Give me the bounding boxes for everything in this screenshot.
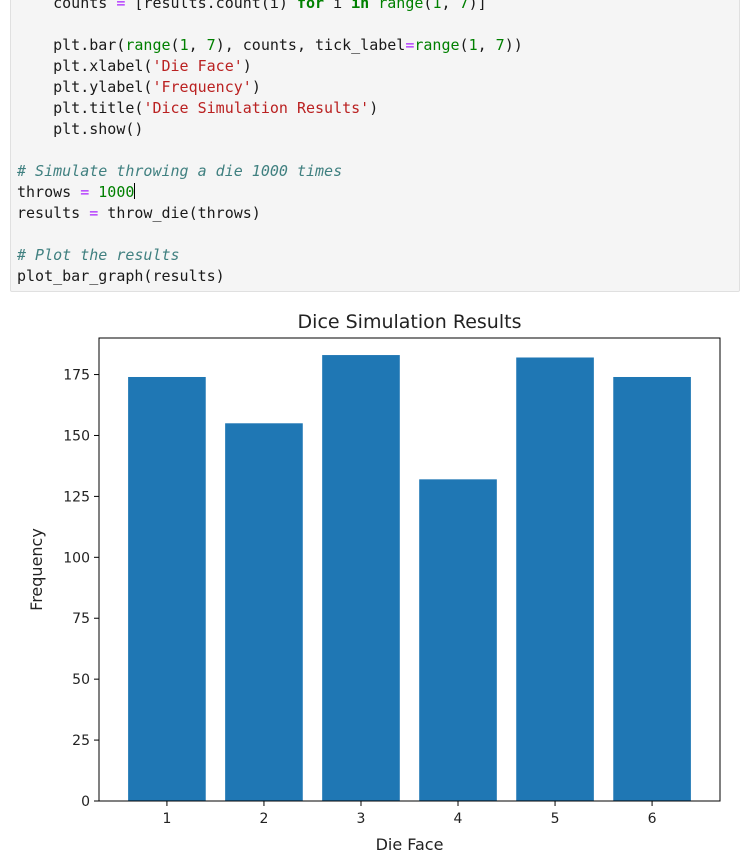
code-line xyxy=(17,224,523,245)
code-token: [results.count(i) xyxy=(125,0,297,12)
code-token: 1 xyxy=(179,36,189,54)
code-token: , xyxy=(188,36,207,54)
code-token: range xyxy=(414,36,460,54)
code-line: results = throw_die(throws) xyxy=(17,203,523,224)
y-tick-label: 150 xyxy=(63,428,90,444)
y-tick-label: 0 xyxy=(81,794,90,810)
code-line: throws = 1000 xyxy=(17,182,523,203)
code-token: ( xyxy=(170,36,180,54)
code-token: plt.bar( xyxy=(17,36,126,54)
code-token xyxy=(89,183,98,201)
code-token xyxy=(369,0,378,12)
code-token: , xyxy=(441,0,460,12)
code-line xyxy=(17,140,523,161)
code-token: = xyxy=(80,183,90,201)
x-tick-label: 1 xyxy=(162,811,171,827)
code-line: plt.show() xyxy=(17,119,523,140)
code-line: # Simulate throwing a die 1000 times xyxy=(17,161,523,182)
code-token: 1000 xyxy=(98,183,135,201)
x-tick-label: 5 xyxy=(551,811,560,827)
code-line: # Plot the results xyxy=(17,245,523,266)
y-tick-label: 125 xyxy=(63,489,90,505)
code-token: range xyxy=(378,0,424,12)
code-token: range xyxy=(125,36,171,54)
plot-frame xyxy=(98,337,721,802)
code-token: 7 xyxy=(206,36,216,54)
bar-1 xyxy=(128,376,206,801)
bar-2 xyxy=(225,423,303,801)
code-token: 'Frequency' xyxy=(152,78,252,96)
code-line: plt.ylabel('Frequency') xyxy=(17,77,523,98)
bar-3 xyxy=(322,355,400,801)
y-tick-label: 100 xyxy=(63,550,90,566)
code-line: plt.title('Dice Simulation Results') xyxy=(17,98,523,119)
y-axis-label: Frequency xyxy=(27,528,46,611)
code-token: ( xyxy=(423,0,433,12)
x-tick-label: 3 xyxy=(357,811,366,827)
code-token: plot_bar_graph(results) xyxy=(17,267,225,285)
code-token: = xyxy=(116,0,126,12)
code-token: ) xyxy=(369,99,379,117)
code-token: ) xyxy=(242,57,252,75)
code-token: )) xyxy=(504,36,523,54)
code-token: 1 xyxy=(432,0,442,12)
code-token: 'Die Face' xyxy=(152,57,243,75)
code-token: for xyxy=(296,0,325,12)
code-line xyxy=(17,14,523,35)
y-tick-label: 50 xyxy=(72,672,90,688)
code-token: plt.xlabel( xyxy=(17,57,153,75)
code-token: ( xyxy=(459,36,469,54)
x-axis-label: Die Face xyxy=(376,835,444,854)
code-token: throw_die(throws) xyxy=(98,204,261,222)
code-token: throws xyxy=(17,183,81,201)
code-token: , xyxy=(477,36,496,54)
code-editor[interactable]: counts = [results.count(i) for i in rang… xyxy=(17,0,523,287)
y-tick-label: 175 xyxy=(63,368,90,384)
chart-title: Dice Simulation Results xyxy=(298,311,522,333)
x-tick-label: 4 xyxy=(454,811,463,827)
code-token: 1 xyxy=(468,36,478,54)
code-token: plt.ylabel( xyxy=(17,78,153,96)
code-token: 7 xyxy=(459,0,469,12)
code-token: = xyxy=(405,36,415,54)
code-token: i xyxy=(324,0,352,12)
bar-5 xyxy=(516,357,594,801)
y-tick-label: 75 xyxy=(72,611,90,627)
code-cell[interactable]: counts = [results.count(i) for i in rang… xyxy=(10,0,740,292)
code-token: plt.title( xyxy=(17,99,144,117)
code-token: 7 xyxy=(495,36,505,54)
bar-chart: Dice Simulation Results02550751001251501… xyxy=(27,311,721,854)
code-line: plt.xlabel('Die Face') xyxy=(17,56,523,77)
code-token: ) xyxy=(251,78,261,96)
code-token: plt.show() xyxy=(17,120,144,138)
code-line: plot_bar_graph(results) xyxy=(17,266,523,287)
bar-6 xyxy=(613,376,691,801)
code-token: results xyxy=(17,204,90,222)
y-tick-label: 25 xyxy=(72,733,90,749)
code-token: = xyxy=(89,204,99,222)
code-token: 'Dice Simulation Results' xyxy=(143,99,370,117)
text-cursor xyxy=(134,183,136,199)
x-tick-label: 2 xyxy=(259,811,268,827)
code-token: # Simulate throwing a die 1000 times xyxy=(17,162,343,180)
code-token: ), counts, tick_label xyxy=(215,36,406,54)
x-tick-label: 6 xyxy=(648,811,657,827)
code-line: counts = [results.count(i) for i in rang… xyxy=(17,0,523,14)
code-token: in xyxy=(351,0,370,12)
code-token: # Plot the results xyxy=(17,246,180,264)
code-line: plt.bar(range(1, 7), counts, tick_label=… xyxy=(17,35,523,56)
code-token: counts xyxy=(17,0,117,12)
bar-4 xyxy=(419,479,497,801)
code-token: )] xyxy=(468,0,487,12)
